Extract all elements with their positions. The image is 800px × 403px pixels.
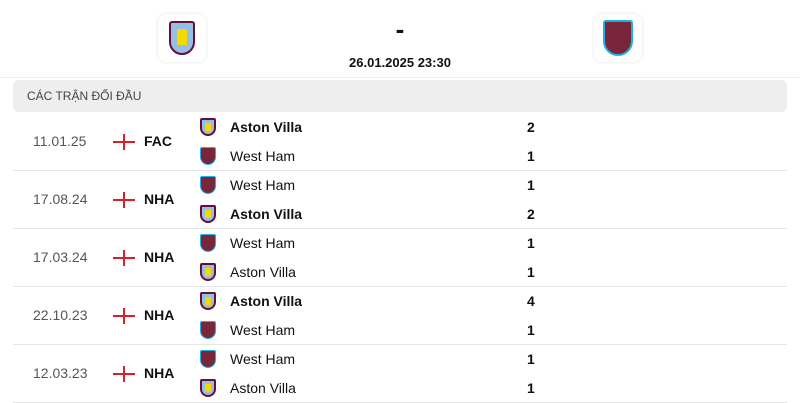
team-line: West Ham 1 <box>200 348 560 370</box>
team-goals: 1 <box>527 380 535 396</box>
team-goals: 2 <box>527 206 535 222</box>
team-name: Aston Villa <box>230 293 303 309</box>
team-name: Aston Villa <box>230 119 303 135</box>
aston-villa-crest-icon <box>200 118 216 136</box>
team-name: West Ham <box>230 177 296 193</box>
england-flag-icon <box>113 134 135 150</box>
competition: NHA <box>144 365 175 381</box>
competition: FAC <box>144 133 172 149</box>
match-row[interactable]: 11.01.25 FAC Aston Villa 2 West Ham 1 <box>13 113 787 171</box>
team-line: Aston Villa 4 <box>200 290 560 312</box>
team-line: Aston Villa 1 <box>200 377 560 399</box>
team-line: Aston Villa 2 <box>200 116 560 138</box>
team-line: Aston Villa 1 <box>200 261 560 283</box>
west-ham-crest-icon <box>200 350 216 368</box>
team-goals: 1 <box>527 264 535 280</box>
england-flag-icon <box>113 308 135 324</box>
competition: NHA <box>144 191 175 207</box>
team-name: Aston Villa <box>230 206 303 222</box>
team-goals: 1 <box>527 177 535 193</box>
west-ham-crest-icon <box>200 147 216 165</box>
team-line: West Ham 1 <box>200 319 560 341</box>
west-ham-crest-icon <box>200 321 216 339</box>
match-header: - 26.01.2025 23:30 <box>0 0 800 78</box>
west-ham-logo[interactable] <box>594 14 642 62</box>
aston-villa-crest-icon <box>169 21 195 55</box>
score: - <box>395 14 405 44</box>
team-goals: 1 <box>527 235 535 251</box>
match-row[interactable]: 17.08.24 NHA West Ham 1 Aston Villa 2 <box>13 171 787 229</box>
england-flag-icon <box>113 366 135 382</box>
competition: NHA <box>144 307 175 323</box>
team-line: Aston Villa 2 <box>200 203 560 225</box>
match-date: 12.03.23 <box>33 365 88 381</box>
match-row[interactable]: 12.03.23 NHA West Ham 1 Aston Villa 1 <box>13 345 787 403</box>
team-goals: 1 <box>527 322 535 338</box>
match-row[interactable]: 22.10.23 NHA Aston Villa 4 West Ham 1 <box>13 287 787 345</box>
team-goals: 1 <box>527 351 535 367</box>
team-goals: 2 <box>527 119 535 135</box>
west-ham-crest-icon <box>200 234 216 252</box>
competition: NHA <box>144 249 175 265</box>
team-goals: 4 <box>527 293 535 309</box>
team-line: West Ham 1 <box>200 232 560 254</box>
west-ham-crest-icon <box>603 20 633 56</box>
team-name: West Ham <box>230 322 296 338</box>
england-flag-icon <box>113 192 135 208</box>
match-row[interactable]: 17.03.24 NHA West Ham 1 Aston Villa 1 <box>13 229 787 287</box>
match-datetime: 26.01.2025 23:30 <box>349 55 451 70</box>
match-date: 22.10.23 <box>33 307 88 323</box>
team-name: West Ham <box>230 351 296 367</box>
team-name: Aston Villa <box>230 380 296 396</box>
aston-villa-crest-icon <box>200 263 216 281</box>
team-name: West Ham <box>230 235 296 251</box>
team-line: West Ham 1 <box>200 174 560 196</box>
team-name: Aston Villa <box>230 264 296 280</box>
england-flag-icon <box>113 250 135 266</box>
team-name: West Ham <box>230 148 296 164</box>
match-date: 17.08.24 <box>33 191 88 207</box>
aston-villa-crest-icon <box>200 292 216 310</box>
match-date: 11.01.25 <box>33 133 87 149</box>
aston-villa-logo[interactable] <box>158 14 206 62</box>
team-goals: 1 <box>527 148 535 164</box>
match-date: 17.03.24 <box>33 249 88 265</box>
team-line: West Ham 1 <box>200 145 560 167</box>
west-ham-crest-icon <box>200 176 216 194</box>
head-to-head-title: Các trận đối đầu <box>13 80 787 112</box>
aston-villa-crest-icon <box>200 379 216 397</box>
aston-villa-crest-icon <box>200 205 216 223</box>
